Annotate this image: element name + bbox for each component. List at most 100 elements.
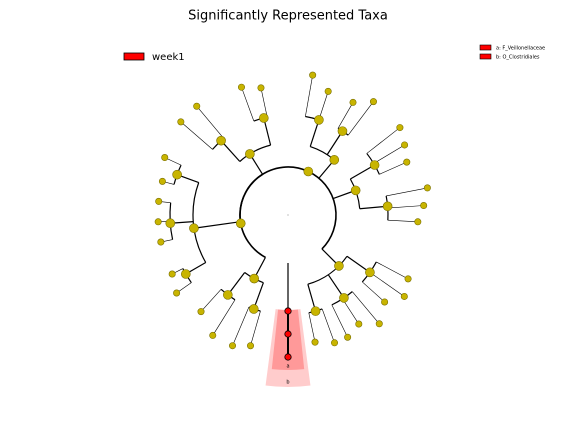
branch-line <box>386 187 428 197</box>
clade-node <box>181 269 191 279</box>
branch-line <box>212 299 236 336</box>
branch-line <box>232 306 250 346</box>
branch-arc <box>307 255 348 285</box>
key-label: a: F_Veillonellaceae <box>496 46 545 52</box>
clade-node <box>365 267 375 278</box>
branch-line <box>196 106 224 139</box>
clade-node <box>369 160 380 170</box>
highlight-node <box>284 353 292 361</box>
clade-node <box>168 270 176 278</box>
legend-swatch <box>123 52 145 61</box>
clade-node <box>382 201 393 212</box>
clade-node <box>369 98 377 106</box>
clade-node <box>344 333 352 341</box>
branch-line <box>180 121 213 150</box>
branch-arc <box>239 173 266 259</box>
clade-node <box>420 202 428 210</box>
branch-line <box>387 205 424 209</box>
legend-label: week1 <box>152 52 185 63</box>
clade-node <box>155 197 163 205</box>
clade-node <box>329 155 340 165</box>
branch-line <box>200 289 222 312</box>
branch-arc <box>239 166 309 224</box>
branch-line <box>369 272 405 297</box>
branch-line <box>379 161 407 175</box>
clade-node <box>257 84 265 92</box>
clade-node <box>193 102 201 110</box>
clade-node <box>173 289 181 297</box>
clade-node <box>337 126 348 136</box>
clade-node <box>177 118 185 126</box>
branch-arc <box>192 182 207 263</box>
clade-label: a <box>286 364 289 370</box>
branch-arc <box>239 144 271 162</box>
clade-node <box>401 141 409 149</box>
clade-node <box>303 166 314 177</box>
branch-line <box>373 144 405 164</box>
clade-node <box>237 83 245 91</box>
branch-line <box>321 308 335 343</box>
tree <box>154 71 431 387</box>
clade-node <box>154 218 162 226</box>
clade-node <box>331 339 339 347</box>
branch-line <box>362 281 385 303</box>
branch-line <box>241 87 255 122</box>
branch-line <box>331 304 348 338</box>
clade-node <box>223 290 233 300</box>
clade-node <box>311 338 319 346</box>
branch-line <box>366 127 401 154</box>
clade-node <box>209 331 217 339</box>
branch-line <box>305 75 313 117</box>
clade-node <box>375 320 383 328</box>
highlight-node <box>284 330 292 338</box>
clade-node <box>235 218 246 229</box>
clade-node <box>400 292 408 300</box>
clade-node <box>414 218 422 226</box>
clade-node <box>403 158 411 166</box>
clade-node <box>350 185 361 196</box>
clade-node <box>349 98 357 106</box>
clade-node <box>259 113 269 123</box>
branch-line <box>308 312 316 343</box>
clade-node <box>249 273 259 284</box>
clade-node <box>172 169 182 180</box>
clade-node <box>381 298 389 306</box>
branch-line <box>376 261 409 280</box>
clade-node <box>158 177 166 185</box>
branch-line <box>347 101 374 136</box>
clade-node <box>245 149 255 159</box>
branch-line <box>337 102 354 129</box>
clade-node <box>189 223 199 234</box>
branch-line <box>342 298 360 325</box>
branch-line <box>387 219 418 223</box>
highlight-node <box>284 307 292 315</box>
title: Significantly Represented Taxa <box>188 9 388 24</box>
clade-node <box>355 320 363 328</box>
branch-line <box>352 291 380 324</box>
key-swatch <box>479 44 492 51</box>
clade-node <box>310 306 321 316</box>
key-swatch <box>479 53 492 60</box>
branch-line <box>318 91 329 120</box>
clade-node <box>216 135 226 146</box>
clade-node <box>157 238 165 246</box>
branch-line <box>260 87 268 118</box>
clade-node <box>229 342 237 350</box>
clade-label: b <box>286 380 289 386</box>
root <box>287 214 289 216</box>
clade-node <box>314 115 324 125</box>
clade-node <box>339 293 349 303</box>
clade-node <box>161 154 169 162</box>
branch-line <box>193 221 241 229</box>
clade-node <box>334 261 344 271</box>
clade-node <box>404 275 412 283</box>
clade-node <box>324 87 332 95</box>
key-label: b: O_Clostridiales <box>496 55 540 61</box>
clade-node <box>423 184 431 192</box>
clade-node <box>197 308 205 316</box>
clade-node <box>165 218 176 229</box>
branch-arc <box>307 170 337 250</box>
branch-line <box>250 311 261 346</box>
clade-node <box>248 304 259 314</box>
